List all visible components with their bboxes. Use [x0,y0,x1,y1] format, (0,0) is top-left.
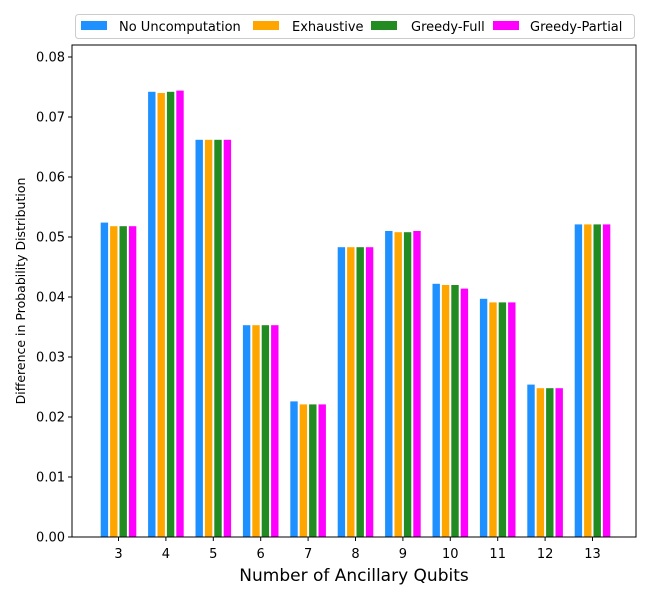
x-tick-label: 8 [351,547,359,562]
x-tick-label: 6 [257,547,265,562]
bar-no-uncomputation-6 [242,325,251,537]
bar-greedy-full-8 [356,247,364,537]
x-tick-label: 3 [114,547,122,562]
bar-exhaustive-11 [489,302,497,537]
legend-swatch-greedy-full [371,21,397,30]
bar-exhaustive-5 [204,139,213,538]
bar-exhaustive-3 [110,226,118,537]
bars-layer [100,90,611,538]
y-tick-label: 0.01 [36,471,65,486]
legend-swatch-exhaustive [253,21,279,30]
bar-greedy-full-12 [546,388,554,537]
y-tick-label: 0.05 [36,231,65,246]
legend-label-no-uncomputation: No Uncomputation [119,20,241,35]
bar-greedy-full-11 [498,302,507,537]
x-axis-title: Number of Ancillary Qubits [239,566,469,586]
bar-greedy-full-3 [119,226,127,537]
bar-exhaustive-13 [584,224,592,537]
legend-swatch-no-uncomputation [81,21,107,30]
bar-greedy-partial-13 [602,224,611,537]
bar-exhaustive-8 [347,247,355,537]
y-tick-label: 0.08 [36,51,65,66]
x-tick-label: 9 [399,547,407,562]
bar-exhaustive-7 [299,404,308,537]
axes-layer: 0.00 0.01 0.02 0.03 0.04 0.05 0.06 0.07 0.08 3 4 5 6… [36,44,637,562]
bar-greedy-partial-12 [555,388,563,537]
bar-no-uncomputation-7 [290,401,298,537]
bar-exhaustive-4 [157,93,165,537]
bar-no-uncomputation-5 [195,139,203,538]
bar-greedy-partial-10 [460,288,469,537]
y-axis-title: Difference in Probability Distribution [13,178,28,405]
x-tick-label: 13 [584,547,601,562]
bar-no-uncomputation-8 [337,247,346,537]
y-tick-label: 0.03 [36,351,65,366]
bar-greedy-partial-3 [128,226,137,537]
y-tick-label: 0.02 [36,411,65,426]
bar-greedy-full-10 [451,285,459,537]
bar-greedy-full-5 [214,139,222,538]
bar-greedy-partial-4 [176,90,184,537]
plot-frame [71,44,637,538]
bar-greedy-full-7 [309,404,317,537]
bar-no-uncomputation-9 [385,231,393,537]
bar-greedy-partial-9 [413,231,421,537]
bar-exhaustive-12 [536,388,545,537]
x-tick-label: 12 [537,547,554,562]
bar-greedy-full-4 [166,91,175,538]
bar-exhaustive-10 [441,285,450,537]
x-tick-label: 4 [162,547,170,562]
y-tick-label: 0.04 [36,291,65,306]
bar-greedy-full-13 [593,224,601,537]
bar-exhaustive-9 [394,232,402,537]
bar-greedy-partial-6 [271,325,279,537]
x-tick-label: 7 [304,547,312,562]
legend-label-greedy-partial: Greedy-Partial [530,20,622,35]
bar-greedy-partial-11 [508,302,516,537]
bar-no-uncomputation-4 [148,91,156,538]
legend-label-greedy-full: Greedy-Full [411,20,485,35]
legend-label-exhaustive: Exhaustive [292,20,364,35]
y-tick-label: 0.06 [36,171,65,186]
legend: No Uncomputation Exhaustive Greedy-Full Gre… [75,14,635,39]
x-tick-label: 11 [489,547,506,562]
legend-swatch-greedy-partial [493,21,519,30]
bar-no-uncomputation-10 [432,283,440,537]
x-tick-label: 10 [442,547,459,562]
bar-no-uncomputation-3 [100,222,109,537]
bar-greedy-full-6 [261,325,270,537]
bar-exhaustive-6 [252,325,260,537]
bar-no-uncomputation-13 [574,224,583,537]
bar-no-uncomputation-12 [527,384,535,537]
bar-greedy-full-9 [403,232,412,537]
y-tick-label: 0.00 [36,531,65,546]
bar-greedy-partial-8 [365,247,374,537]
legend-box [75,14,635,39]
bar-no-uncomputation-11 [479,298,488,537]
x-tick-label: 5 [209,547,217,562]
bar-greedy-partial-5 [223,139,232,538]
bar-greedy-partial-7 [318,404,326,537]
y-tick-label: 0.07 [36,111,65,126]
